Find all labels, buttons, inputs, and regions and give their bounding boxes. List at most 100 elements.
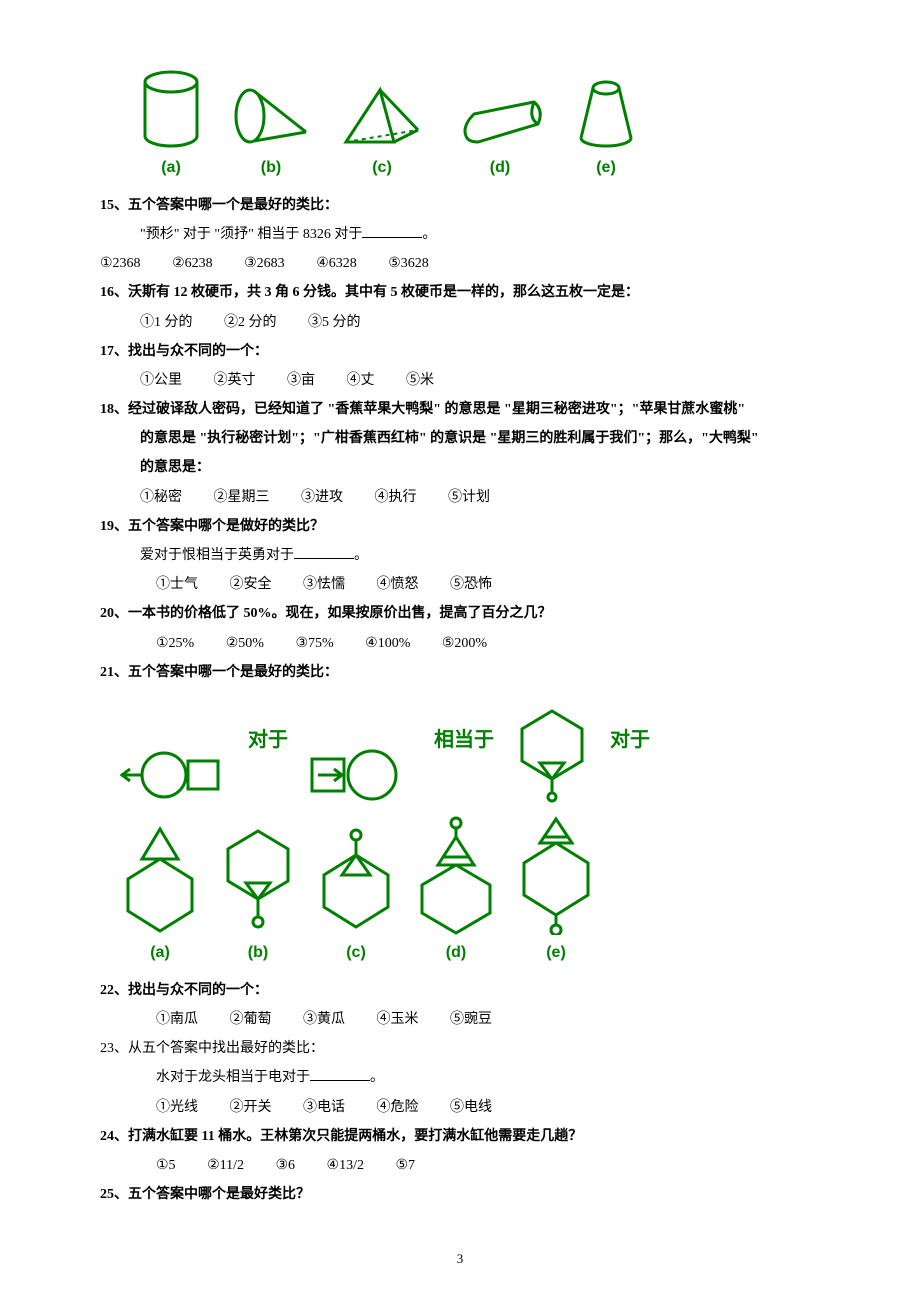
opt: ①秘密: [140, 485, 182, 510]
fig14-label-b: (b): [232, 154, 310, 183]
q20-options: ①25% ②50% ③75% ④100% ⑤200%: [100, 631, 820, 656]
q15-line2-b: 。: [422, 227, 436, 242]
opt: ③电话: [303, 1095, 345, 1120]
opt: ⑤3628: [388, 251, 429, 276]
q21-e: (e): [516, 815, 596, 968]
q15-line2-a: "预杉" 对于 "须抒" 相当于 8326 对于: [140, 227, 362, 242]
opt: ④13/2: [327, 1153, 364, 1178]
q21-top-label-2: 相当于: [434, 722, 494, 788]
q20-stem: 20、一本书的价格低了 50%。现在，如果按原价出售，提高了百分之几？: [100, 601, 820, 626]
opt: ④愤怒: [377, 572, 419, 597]
opt: ③怯懦: [303, 572, 345, 597]
q18-options: ①秘密 ②星期三 ③进攻 ④执行 ⑤计划: [100, 485, 820, 510]
fig14-c: (c): [340, 86, 424, 183]
q21-top-row: 对于 相当于 对于: [120, 705, 820, 805]
opt: ②11/2: [207, 1153, 244, 1178]
q21-label-e: (e): [516, 939, 596, 968]
opt: ②英寸: [214, 368, 256, 393]
fig14-label-e: (e): [576, 154, 636, 183]
opt: ③2683: [244, 251, 285, 276]
opt: ③75%: [295, 631, 333, 656]
opt: ②2 分的: [224, 310, 277, 335]
q17-stem: 17、找出与众不同的一个：: [100, 339, 820, 364]
page-number: 3: [100, 1247, 820, 1270]
opt: ①南瓜: [156, 1007, 198, 1032]
opt: ③亩: [287, 368, 315, 393]
q18-l1: 18、经过破译敌人密码，已经知道了 "香蕉苹果大鸭梨" 的意思是 "星期三秘密进…: [100, 397, 820, 422]
q21-top-1: [120, 745, 230, 805]
q21-c: (c): [316, 825, 396, 968]
q21-stem: 21、五个答案中哪一个是最好的类比：: [100, 660, 820, 685]
tri-hex-icon: [120, 825, 200, 935]
q23-line2: 水对于龙头相当于电对于 。: [100, 1065, 820, 1090]
q21-label-d: (d): [414, 939, 498, 968]
opt: ⑤200%: [442, 631, 487, 656]
tri-circ-hex-icon: [414, 815, 498, 935]
q19-line2: 爱对于恨相当于英勇对于。: [100, 543, 820, 568]
q22-stem: 22、找出与众不同的一个：: [100, 978, 820, 1003]
opt: ④6328: [316, 251, 357, 276]
opt: ①2368: [100, 251, 141, 276]
q21-top-label-3: 对于: [610, 722, 650, 788]
q25-stem: 25、五个答案中哪个是最好类比？: [100, 1182, 820, 1207]
fig14-a: (a): [140, 70, 202, 183]
q21-d: (d): [414, 815, 498, 968]
q15-line2: "预杉" 对于 "须抒" 相当于 8326 对于 。: [100, 222, 820, 247]
q21-top-2: [306, 745, 416, 805]
q23-options: ①光线 ②开关 ③电话 ④危险 ⑤电线: [100, 1095, 820, 1120]
q24-options: ①5 ②11/2 ③6 ④13/2 ⑤7: [100, 1153, 820, 1178]
q17-options: ①公里 ②英寸 ③亩 ④丈 ⑤米: [100, 368, 820, 393]
square-circle-right-icon: [306, 745, 416, 805]
cone-lying-icon: [232, 84, 310, 150]
fig14-label-a: (a): [140, 154, 202, 183]
q21-bottom-row: (a) (b) (c) (d): [120, 815, 820, 968]
opt: ④玉米: [377, 1007, 419, 1032]
opt: ②开关: [230, 1095, 272, 1120]
q23-line2-a: 水对于龙头相当于电对于: [156, 1070, 310, 1085]
q19-options: ①士气 ②安全 ③怯懦 ④愤怒 ⑤恐怖: [100, 572, 820, 597]
frustum-icon: [576, 78, 636, 150]
q23-stem: 23、从五个答案中找出最好的类比：: [100, 1036, 820, 1061]
q18-l3: 的意思是：: [100, 455, 820, 480]
opt: ①1 分的: [140, 310, 193, 335]
circle-square-left-icon: [120, 745, 230, 805]
q21-label-a: (a): [120, 939, 200, 968]
q21-top-3: [512, 705, 592, 805]
q19-stem: 19、五个答案中哪个是做好的类比？: [100, 514, 820, 539]
opt: ④危险: [377, 1095, 419, 1120]
q21-top-label-1: 对于: [248, 722, 288, 788]
opt: ⑤恐怖: [450, 572, 492, 597]
opt: ②50%: [226, 631, 264, 656]
opt: ③5 分的: [308, 310, 361, 335]
opt: ②葡萄: [230, 1007, 272, 1032]
opt: ④100%: [365, 631, 410, 656]
q23-line2-b: 。: [370, 1070, 384, 1085]
q14-figure-row: (a) (b) (c) (d) (e): [140, 70, 820, 183]
q15-options: ①2368 ②6238 ③2683 ④6328 ⑤3628: [100, 251, 820, 276]
fig14-label-d: (d): [454, 154, 546, 183]
q21-label-b: (b): [218, 939, 298, 968]
hex-pen-up-icon: [316, 825, 396, 935]
blank: [294, 544, 354, 559]
q15-stem: 15、五个答案中哪一个是最好的类比：: [100, 193, 820, 218]
tri-hex-circ-icon: [516, 815, 596, 935]
q21-a: (a): [120, 825, 200, 968]
q19-line2-b: 。: [354, 548, 368, 563]
q16-options: ①1 分的 ②2 分的 ③5 分的: [100, 310, 820, 335]
opt: ①25%: [156, 631, 194, 656]
opt: ③黄瓜: [303, 1007, 345, 1032]
cylinder-icon: [140, 70, 202, 150]
q16-stem: 16、沃斯有 12 枚硬币，共 3 角 6 分钱。其中有 5 枚硬币是一样的，那…: [100, 280, 820, 305]
fig14-label-c: (c): [340, 154, 424, 183]
opt: ①光线: [156, 1095, 198, 1120]
blank: [362, 223, 422, 238]
opt: ④丈: [347, 368, 375, 393]
opt: ⑤7: [396, 1153, 416, 1178]
fig14-b: (b): [232, 84, 310, 183]
tetrahedron-icon: [340, 86, 424, 150]
q21-label-c: (c): [316, 939, 396, 968]
opt: ③进攻: [301, 485, 343, 510]
opt: ②6238: [172, 251, 213, 276]
fig14-e: (e): [576, 78, 636, 183]
hex-pen-b-icon: [218, 825, 298, 935]
